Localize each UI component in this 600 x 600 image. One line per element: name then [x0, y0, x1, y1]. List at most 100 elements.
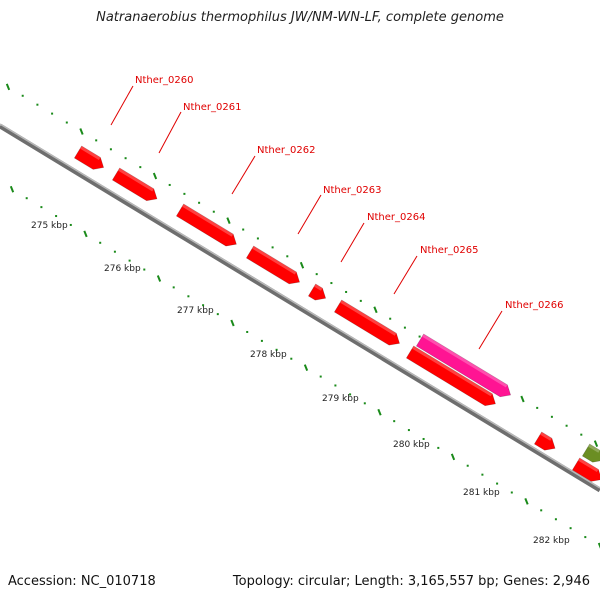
outer-minor-tick — [242, 228, 245, 231]
inner-minor-tick — [202, 304, 205, 307]
inner-minor-tick — [99, 241, 102, 244]
outer-minor-tick — [198, 201, 201, 204]
gene-label-leader — [393, 255, 418, 295]
inner-minor-tick — [554, 518, 557, 521]
inner-major-tick — [377, 408, 382, 416]
inner-major-tick — [450, 453, 456, 461]
inner-minor-tick — [363, 402, 366, 405]
outer-minor-tick — [21, 94, 24, 97]
inner-minor-tick — [290, 357, 293, 360]
outer-minor-tick — [345, 290, 348, 293]
outer-minor-tick — [271, 246, 274, 249]
inner-minor-tick — [407, 429, 410, 432]
inner-major-tick — [83, 230, 88, 238]
outer-minor-tick — [124, 157, 127, 160]
outer-minor-tick — [580, 433, 583, 436]
outer-minor-tick — [168, 183, 171, 186]
outer-major-tick — [152, 172, 158, 180]
gene-label-leader — [110, 85, 134, 126]
outer-minor-tick — [565, 424, 568, 427]
gene-feature — [581, 443, 600, 463]
inner-minor-tick — [349, 393, 352, 396]
inner-minor-tick — [187, 295, 190, 298]
inner-minor-tick — [334, 384, 337, 387]
scale-label-layer: 275 kbp 276 kbp 277 kbp 278 kbp 279 kbp 280 k… — [31, 221, 570, 546]
inner-minor-tick — [55, 215, 58, 218]
scale-label: 278 kbp — [250, 350, 287, 360]
gene-feature — [111, 167, 158, 202]
scale-label: 276 kbp — [104, 264, 141, 274]
inner-minor-tick — [422, 437, 425, 440]
gene-label: Nther_0265 — [420, 245, 478, 256]
outer-minor-tick — [389, 317, 392, 320]
inner-minor-tick — [393, 420, 396, 423]
outer-minor-tick — [550, 415, 553, 418]
inner-major-tick — [156, 275, 162, 282]
outer-major-tick — [593, 440, 599, 447]
gene-label: Nther_0263 — [323, 185, 381, 196]
outer-minor-tick — [330, 282, 333, 285]
gene-label-leader — [478, 310, 503, 350]
gene-label-leader — [340, 222, 365, 263]
topology-label: Topology: circular; Length: 3,165,557 bp… — [232, 574, 590, 589]
inner-tick-ring — [9, 185, 600, 549]
inner-minor-tick — [510, 491, 513, 494]
scale-label: 282 kbp — [533, 536, 570, 546]
outer-minor-tick — [286, 255, 289, 258]
inner-minor-tick — [584, 536, 587, 539]
outer-minor-tick — [95, 139, 98, 142]
gene-label: Nther_0266 — [505, 300, 563, 311]
gene-feature — [415, 333, 512, 398]
scale-label: 275 kbp — [31, 221, 68, 231]
gene-label: Nther_0264 — [367, 212, 425, 223]
gene-label: Nther_0262 — [257, 145, 315, 156]
outer-minor-tick — [109, 148, 112, 151]
gene-feature — [333, 299, 400, 346]
inner-major-tick — [9, 185, 15, 193]
inner-minor-tick — [40, 206, 43, 209]
outer-major-tick — [226, 217, 231, 224]
outer-minor-tick — [536, 406, 539, 409]
outer-minor-tick — [256, 237, 259, 240]
inner-minor-tick — [481, 473, 484, 476]
inner-minor-tick — [540, 509, 543, 512]
inner-major-tick — [524, 498, 529, 505]
gene-label: Nther_0260 — [135, 75, 193, 86]
outer-minor-tick — [36, 103, 39, 106]
inner-minor-tick — [25, 197, 28, 200]
inner-minor-tick — [569, 527, 572, 530]
gene-feature — [405, 345, 496, 407]
outer-minor-tick — [315, 273, 318, 276]
outer-minor-tick — [403, 326, 406, 329]
inner-minor-tick — [319, 375, 322, 378]
scale-label: 280 kbp — [393, 440, 430, 450]
outer-major-tick — [373, 306, 378, 314]
gene-feature — [533, 431, 556, 451]
genome-backbone — [0, 123, 600, 493]
inner-major-tick — [230, 319, 235, 327]
inner-minor-tick — [466, 464, 469, 467]
gene-feature — [175, 203, 237, 247]
inner-minor-tick — [496, 482, 499, 485]
outer-major-tick — [5, 83, 11, 91]
inner-minor-tick — [260, 339, 263, 342]
genome-title: Natranaerobius thermophilus JW/NM-WN-LF,… — [96, 10, 504, 25]
inner-minor-tick — [172, 286, 175, 289]
outer-minor-tick — [139, 166, 142, 169]
inner-minor-tick — [143, 268, 146, 271]
gene-label-leader — [297, 194, 322, 235]
gene-label-leader — [158, 111, 182, 154]
gene-feature — [307, 283, 327, 301]
gene-features — [73, 145, 600, 482]
inner-minor-tick — [128, 259, 131, 262]
outer-minor-tick — [418, 335, 421, 338]
inner-minor-tick — [246, 330, 249, 333]
scale-label: 279 kbp — [322, 394, 359, 404]
gene-label: Nther_0261 — [183, 102, 241, 113]
outer-major-tick — [299, 261, 305, 269]
scale-label: 281 kbp — [463, 488, 500, 498]
outer-minor-tick — [212, 210, 215, 213]
inner-minor-tick — [275, 348, 278, 351]
